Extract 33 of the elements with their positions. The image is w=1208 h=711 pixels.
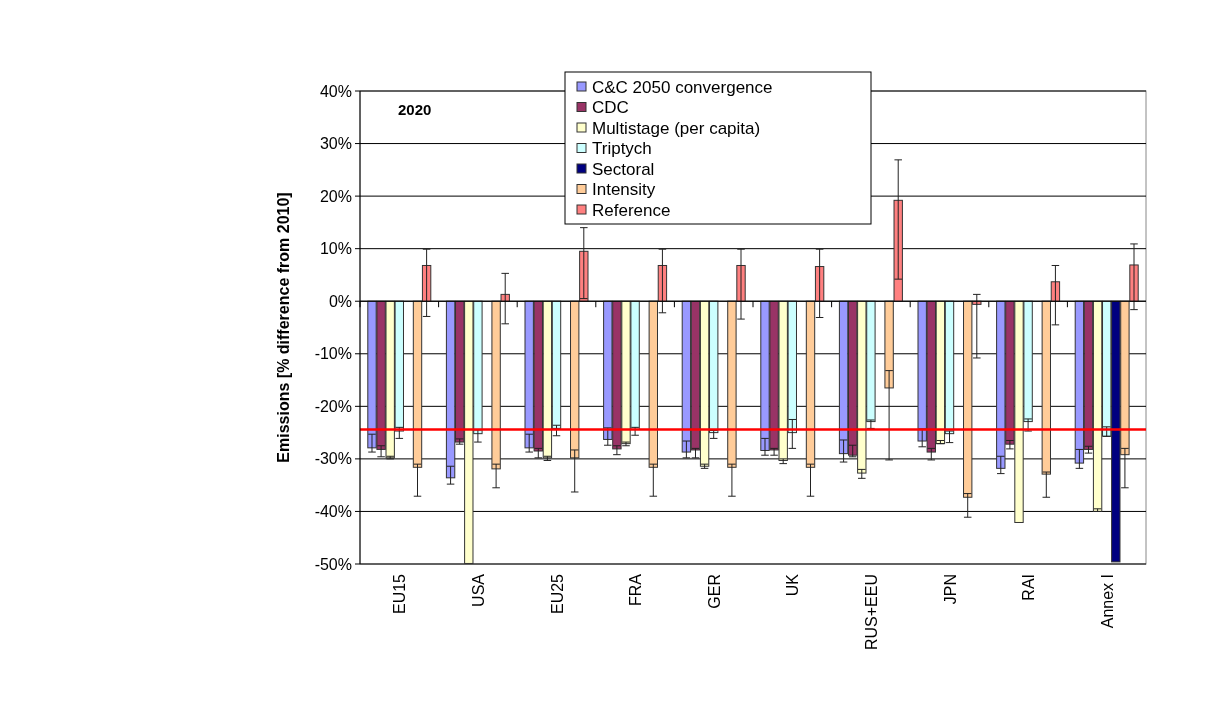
legend-label: Triptych [592, 139, 652, 159]
legend-label: Reference [592, 200, 671, 220]
legend-label: Sectoral [592, 159, 655, 179]
y-tick-label: -20% [314, 397, 352, 415]
legend-label: C&C 2050 convergence [592, 77, 773, 97]
x-tick-label: JPN [941, 574, 959, 605]
x-tick-label: USA [469, 573, 487, 607]
bar [805, 300, 816, 468]
x-tick-label: RUS+EEU [862, 574, 880, 651]
bar [648, 300, 658, 468]
y-tick-label: -10% [314, 345, 352, 363]
x-tick-label: RAI [1020, 574, 1038, 601]
bar [1041, 300, 1051, 475]
x-tick-label: EU25 [548, 573, 566, 615]
text: 2020 [398, 101, 432, 118]
y-tick-label: -50% [314, 555, 352, 573]
x-tick-label: FRA [627, 573, 645, 606]
y-tick-label: -30% [314, 450, 352, 468]
x-tick-label: GER [705, 574, 723, 609]
y-axis-title: Emissions [% difference from 2010] [275, 192, 292, 463]
y-tick-label: 40% [319, 82, 352, 100]
legend-label: Intensity [592, 180, 656, 200]
y-tick-label: 10% [319, 240, 352, 258]
bar [412, 300, 423, 468]
y-tick-label: 0% [328, 292, 352, 310]
y-tick-label: 30% [319, 135, 352, 153]
x-tick-label: UK [784, 573, 802, 597]
legend-label: Multistage (per capita) [592, 118, 761, 138]
x-tick-label: EU15 [391, 573, 409, 615]
x-tick-label: Annex I [1098, 574, 1116, 629]
legend-label: CDC [592, 98, 629, 118]
y-tick-label: -40% [314, 503, 352, 521]
y-tick-label: 20% [319, 187, 352, 205]
